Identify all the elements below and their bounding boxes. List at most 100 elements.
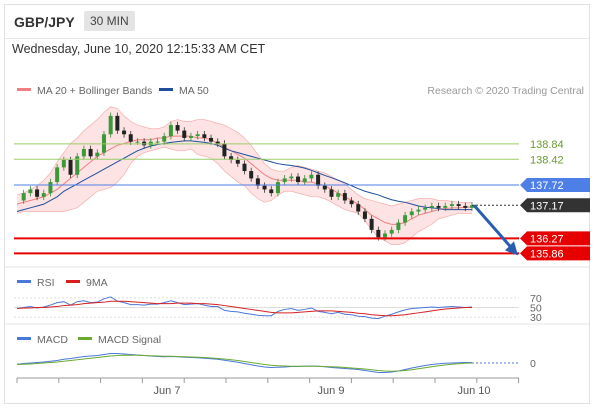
candle-body — [349, 200, 354, 205]
candle-body — [242, 163, 247, 172]
candle-body — [275, 182, 280, 194]
candle-body — [209, 137, 214, 142]
candle-body — [443, 205, 448, 208]
rsi-tick-label: 70 — [530, 293, 542, 305]
candle-body — [302, 178, 307, 183]
macd-panel: 0 — [16, 353, 536, 373]
candle-body — [168, 125, 173, 137]
macd-line — [16, 353, 472, 373]
ma20-line — [16, 135, 472, 225]
ma50-legend-label: MA 50 — [179, 85, 209, 97]
candle-body — [229, 156, 234, 161]
candle-body — [436, 205, 441, 208]
support-level-label: 136.27 — [530, 233, 564, 245]
macd-signal-line — [16, 354, 473, 372]
ma50-line — [16, 140, 472, 212]
candle-body — [249, 171, 254, 179]
resistance-level-label: 138.84 — [530, 139, 564, 151]
candle-body — [235, 160, 240, 164]
bollinger-upper-line — [16, 106, 472, 207]
time-tick-label: Jun 10 — [457, 385, 490, 397]
rsi-ma-line — [16, 300, 472, 317]
timeframe-badge[interactable]: 30 MIN — [84, 11, 135, 31]
candle-body — [215, 141, 220, 144]
support-label-tag — [520, 231, 590, 246]
candle-body — [383, 233, 388, 238]
candle-body — [342, 193, 347, 201]
forecast-arrow-head — [505, 241, 518, 256]
bollinger-band-fill — [17, 106, 472, 245]
rsi-legend-swatch — [17, 280, 31, 283]
support-level-label: 135.86 — [530, 248, 564, 260]
rsi-tick-label: 50 — [530, 303, 542, 315]
candle-body — [289, 176, 294, 179]
candle-body — [108, 115, 113, 135]
candle-body — [81, 148, 86, 157]
candle-body — [362, 211, 367, 219]
candle-body — [369, 218, 374, 230]
chart-header: GBP/JPY 30 MIN — [4, 4, 590, 39]
time-tick-label: Jun 7 — [154, 385, 181, 397]
macd-tick-label: 0 — [530, 358, 536, 370]
rsi-ma-legend-swatch — [66, 280, 80, 283]
candle-body — [162, 136, 167, 142]
price-panel: 138.84 138.42 137.72 137.17 136.27 135.86 — [14, 106, 590, 261]
resistance-level-label: 138.42 — [530, 154, 564, 166]
symbol-title: GBP/JPY — [14, 14, 75, 30]
candle-body — [115, 115, 120, 131]
macd-legend-swatch — [17, 337, 31, 340]
support-label-tag — [520, 246, 590, 261]
bollinger-legend-label: MA 20 + Bollinger Bands — [37, 85, 152, 97]
candle-body — [188, 136, 193, 138]
forecast-arrow-shaft — [472, 204, 514, 250]
candle-body — [336, 193, 341, 197]
rsi-ma-legend-label: 9MA — [86, 277, 108, 289]
candle-body — [322, 185, 327, 190]
candle-body — [416, 209, 421, 212]
time-tick-label: Jun 9 — [318, 385, 345, 397]
pivot-level-label: 137.72 — [530, 180, 564, 192]
candle-body — [262, 185, 267, 190]
candle-body — [21, 193, 26, 201]
candle-body — [423, 207, 428, 210]
candle-body — [88, 148, 93, 157]
candle-body — [48, 182, 53, 194]
candle-body — [356, 204, 361, 212]
candle-body — [389, 229, 394, 234]
candle-body — [463, 205, 468, 208]
candle-body — [28, 189, 33, 194]
candle-body — [61, 160, 66, 168]
candle-body — [296, 176, 301, 183]
candle-body — [470, 205, 474, 208]
bollinger-legend-swatch — [17, 88, 31, 91]
candle-body — [122, 130, 127, 135]
current-label-tag — [520, 198, 590, 213]
candle-body — [202, 134, 207, 138]
candle-body — [255, 178, 260, 186]
candle-body — [75, 156, 80, 175]
macd-signal-legend-swatch — [78, 337, 92, 340]
datetime-label: Wednesday, June 10, 2020 12:15:33 AM CET — [12, 42, 266, 56]
rsi-legend-label: RSI — [37, 277, 55, 289]
candle-body — [316, 174, 321, 186]
candle-body — [376, 229, 381, 238]
candle-body — [41, 193, 46, 197]
candle-body — [95, 152, 100, 157]
credit-label: Research © 2020 Trading Central — [427, 85, 584, 97]
chart-frame — [4, 4, 590, 404]
time-axis: Jun 7 Jun 9 Jun 10 — [16, 377, 520, 397]
candle-body — [456, 204, 461, 206]
candle-body — [409, 211, 414, 216]
current-level-label: 137.17 — [530, 200, 564, 212]
candle-body — [68, 160, 73, 175]
macd-legend-label: MACD — [37, 334, 68, 346]
candle-body — [396, 222, 401, 230]
candle-body — [449, 204, 454, 206]
candle-body — [195, 134, 200, 137]
candle-body — [135, 141, 140, 143]
rsi-tick-label: 30 — [530, 312, 542, 324]
candle-body — [429, 205, 434, 208]
candle-body — [155, 141, 160, 143]
candle-body — [128, 134, 133, 142]
